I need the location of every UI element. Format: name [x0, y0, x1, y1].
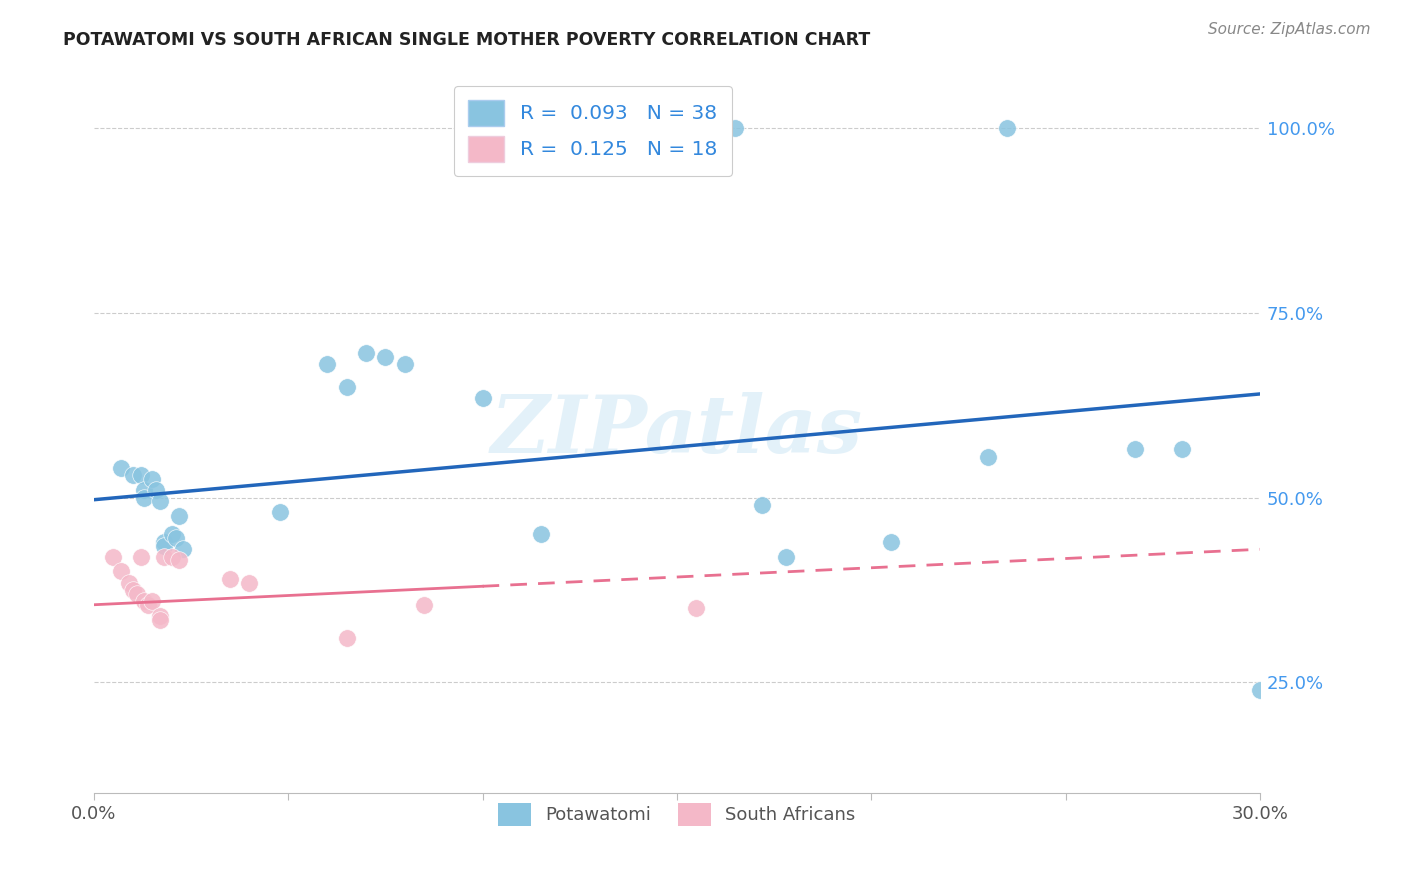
Point	[1125, 442, 1147, 457]
Point	[103, 549, 125, 564]
Point	[1405, 739, 1406, 753]
Point	[134, 594, 156, 608]
Point	[169, 553, 191, 567]
Text: POTAWATOMI VS SOUTH AFRICAN SINGLE MOTHER POVERTY CORRELATION CHART: POTAWATOMI VS SOUTH AFRICAN SINGLE MOTHE…	[63, 31, 870, 49]
Point	[110, 565, 132, 579]
Point	[219, 572, 242, 586]
Point	[665, 120, 688, 135]
Point	[471, 391, 494, 405]
Point	[1268, 679, 1291, 693]
Point	[879, 534, 901, 549]
Point	[121, 468, 143, 483]
Text: Source: ZipAtlas.com: Source: ZipAtlas.com	[1208, 22, 1371, 37]
Point	[335, 379, 357, 393]
Point	[374, 350, 396, 364]
Point	[149, 494, 172, 508]
Point	[354, 346, 377, 360]
Point	[153, 539, 176, 553]
Point	[169, 508, 191, 523]
Point	[138, 598, 160, 612]
Point	[1171, 442, 1194, 457]
Point	[141, 472, 163, 486]
Point	[724, 120, 747, 135]
Point	[141, 594, 163, 608]
Point	[129, 549, 152, 564]
Point	[269, 505, 291, 519]
Point	[118, 575, 141, 590]
Point	[149, 613, 172, 627]
Point	[134, 491, 156, 505]
Point	[751, 498, 773, 512]
Point	[685, 601, 707, 615]
Point	[121, 582, 143, 597]
Point	[713, 120, 735, 135]
Point	[977, 450, 1000, 464]
Point	[149, 608, 172, 623]
Legend: Potawatomi, South Africans: Potawatomi, South Africans	[489, 794, 865, 835]
Point	[238, 575, 260, 590]
Point	[172, 542, 194, 557]
Point	[394, 357, 416, 371]
Point	[153, 534, 176, 549]
Point	[165, 531, 187, 545]
Point	[775, 549, 797, 564]
Point	[335, 631, 357, 645]
Point	[110, 461, 132, 475]
Point	[145, 483, 167, 497]
Text: ZIPatlas: ZIPatlas	[491, 392, 863, 470]
Point	[153, 549, 176, 564]
Point	[995, 120, 1018, 135]
Point	[160, 527, 183, 541]
Point	[530, 527, 553, 541]
Point	[693, 120, 716, 135]
Point	[134, 483, 156, 497]
Point	[1249, 682, 1271, 697]
Point	[125, 587, 148, 601]
Point	[413, 598, 436, 612]
Point	[316, 357, 339, 371]
Point	[129, 468, 152, 483]
Point	[160, 549, 183, 564]
